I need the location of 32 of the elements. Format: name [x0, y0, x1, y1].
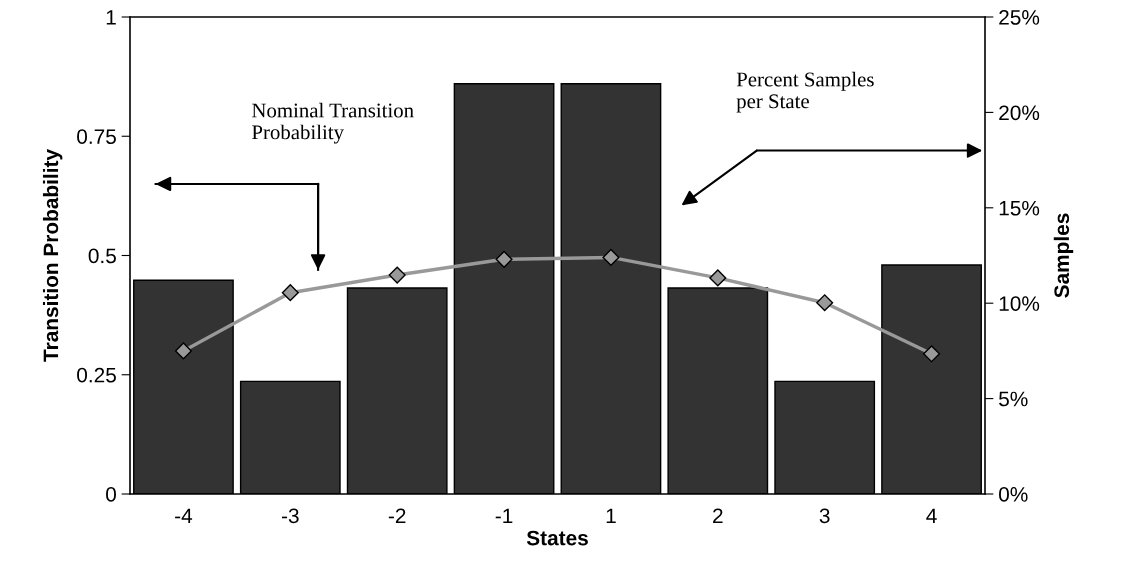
y-axis-title: Transition Probability	[42, 149, 63, 362]
x-axis-title: States	[526, 530, 588, 546]
x-tick-label: -2	[388, 508, 406, 523]
y2-tick-label: 20%	[999, 105, 1040, 121]
annotation: Nominal Transition Probability	[252, 102, 414, 144]
point	[281, 284, 299, 302]
x-tick-label: 3	[819, 508, 830, 524]
x-tick-label: -4	[175, 508, 193, 523]
x-tick-label: 2	[713, 508, 723, 523]
y2-tick-label: 15%	[999, 200, 1040, 216]
y-tick-label: 0.25	[77, 367, 116, 383]
y2-tick-label: 10%	[999, 296, 1040, 311]
x-tick-label: -1	[495, 508, 513, 523]
point	[709, 269, 727, 287]
x-tick-label: 1	[606, 508, 616, 523]
point	[174, 342, 192, 360]
y2-axis-title: Samples	[1053, 213, 1074, 298]
x-tick-label: 4	[926, 508, 937, 523]
point	[923, 345, 941, 363]
annotation: Percent Samples per State	[736, 71, 874, 113]
y-tick-label: 0.5	[88, 248, 116, 264]
y-tick-label: 0	[106, 487, 116, 502]
point	[602, 248, 620, 266]
y2-tick-label: 5%	[999, 391, 1028, 407]
point	[495, 250, 513, 268]
y-tick-label: 1	[106, 10, 116, 25]
y2-tick-label: 0%	[999, 487, 1028, 502]
point	[816, 294, 834, 312]
y-tick-label: 0.75	[77, 129, 116, 144]
point	[388, 266, 406, 284]
x-tick-label: -3	[281, 508, 299, 524]
y2-tick-label: 25%	[999, 10, 1040, 25]
